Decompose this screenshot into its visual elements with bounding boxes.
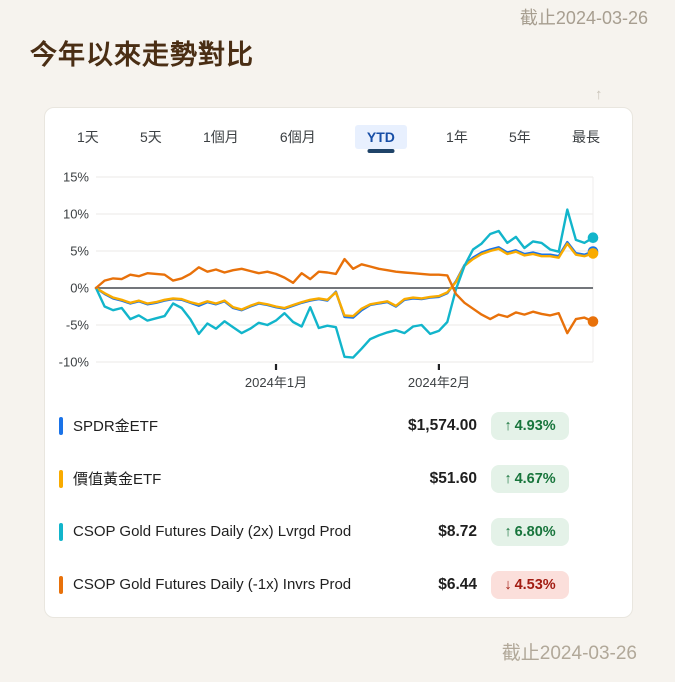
change-value: 6.80%: [514, 523, 556, 540]
svg-text:-5%: -5%: [66, 318, 90, 333]
series-name: SPDR金ETF: [73, 418, 159, 435]
svg-text:5%: 5%: [70, 244, 89, 259]
svg-text:0%: 0%: [70, 281, 89, 296]
series-name: 價值黃金ETF: [73, 471, 162, 488]
series-color-bar: [59, 575, 63, 594]
tab-1-month[interactable]: 1個月: [202, 129, 239, 145]
series-lines: [94, 208, 595, 359]
x-axis-ticks: 2024年1月 2024年2月: [245, 364, 470, 390]
up-arrow-icon: ↑: [504, 523, 512, 540]
change-value: 4.67%: [514, 470, 556, 487]
svg-text:10%: 10%: [63, 207, 89, 222]
series-legend: SPDR金ETF $1,574.00 ↑ 4.93% 價值黃金ETF $51.6…: [45, 399, 632, 611]
tab-max[interactable]: 最長: [571, 129, 600, 145]
tab-5-day[interactable]: 5天: [139, 129, 162, 145]
series-price: $6.44: [438, 575, 477, 593]
legend-row-value-gold-etf[interactable]: 價值黃金ETF $51.60 ↑ 4.67%: [45, 452, 632, 505]
series-price: $51.60: [429, 469, 477, 487]
series-name: CSOP Gold Futures Daily (2x) Lvrgd Prod: [73, 523, 352, 540]
legend-row-csop-2x-lvrgd[interactable]: CSOP Gold Futures Daily (2x) Lvrgd Prod …: [45, 505, 632, 558]
tab-6-month[interactable]: 6個月: [279, 129, 316, 145]
series-price: $8.72: [438, 522, 477, 540]
chart-card: 1天 5天 1個月 6個月 YTD 1年 5年 最長 15% 10% 5% 0%: [44, 107, 633, 618]
tab-5-year[interactable]: 5年: [509, 129, 531, 145]
tab-ytd[interactable]: YTD: [354, 125, 407, 149]
legend-row-spdr-gold-etf[interactable]: SPDR金ETF $1,574.00 ↑ 4.93%: [45, 399, 632, 452]
time-range-tabs: 1天 5天 1個月 6個月 YTD 1年 5年 最長: [45, 108, 632, 153]
down-arrow-icon: ↓: [504, 576, 512, 593]
change-value: 4.93%: [514, 417, 556, 434]
y-axis-labels: 15% 10% 5% 0% -5% -10%: [59, 170, 90, 370]
gridlines: [96, 176, 594, 363]
legend-row-csop-1x-invrs[interactable]: CSOP Gold Futures Daily (-1x) Invrs Prod…: [45, 558, 632, 611]
as-of-date-bottom: 截止2024-03-26: [501, 643, 637, 664]
change-badge: ↑ 4.67%: [491, 464, 569, 493]
change-badge: ↓ 4.53%: [491, 570, 569, 599]
up-arrow-icon: ↑: [504, 417, 512, 434]
tab-1-day[interactable]: 1天: [77, 129, 99, 145]
up-arrow-icon: ↑: [504, 470, 512, 487]
svg-text:2024年2月: 2024年2月: [408, 375, 470, 390]
svg-text:2024年1月: 2024年1月: [245, 375, 307, 390]
series-name: CSOP Gold Futures Daily (-1x) Invrs Prod: [73, 576, 352, 593]
page-title: 今年以來走勢對比: [30, 40, 254, 70]
change-badge: ↑ 6.80%: [491, 517, 569, 546]
series-color-bar: [59, 522, 63, 541]
performance-chart[interactable]: 15% 10% 5% 0% -5% -10% 2024年1月 2024年2月: [47, 161, 632, 399]
series-color-bar: [59, 469, 63, 488]
series-color-bar: [59, 416, 63, 435]
svg-text:15%: 15%: [63, 170, 89, 185]
change-badge: ↑ 4.93%: [491, 411, 569, 440]
series-price: $1,574.00: [408, 416, 477, 434]
change-value: 4.53%: [514, 576, 556, 593]
tab-1-year[interactable]: 1年: [446, 129, 468, 145]
up-arrow-icon: ↑: [595, 86, 603, 103]
as-of-date-top: 截止2024-03-26: [519, 8, 648, 28]
svg-text:-10%: -10%: [59, 355, 90, 370]
series-end-dots: [587, 232, 599, 327]
